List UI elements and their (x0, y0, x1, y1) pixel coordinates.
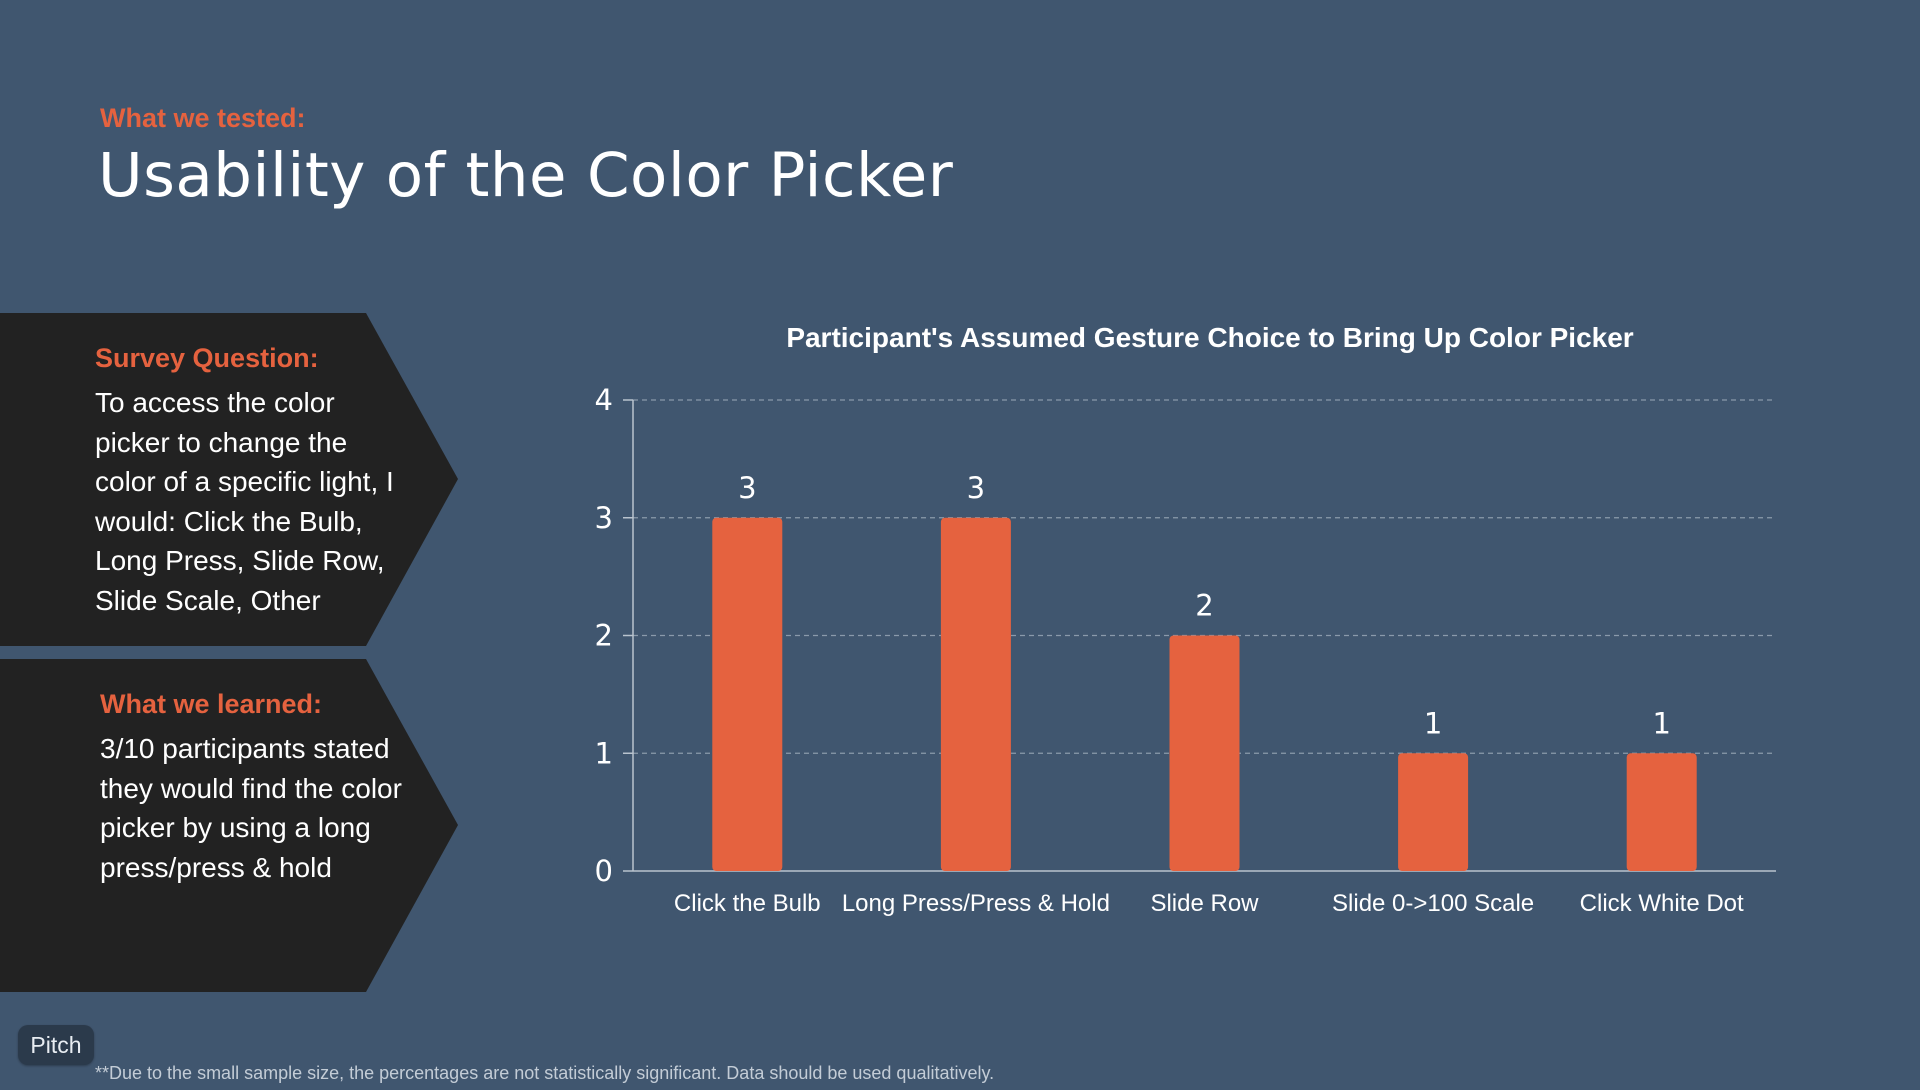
data-label: 3 (967, 471, 985, 505)
data-label: 1 (1652, 706, 1670, 740)
data-label: 1 (1424, 706, 1442, 740)
y-tick-label: 0 (595, 854, 613, 888)
survey-question-text: To access the color picker to change the… (95, 387, 394, 616)
bar (1398, 753, 1469, 871)
x-tick-label: Click the Bulb (674, 890, 821, 917)
x-tick-label: Slide 0->100 Scale (1332, 890, 1534, 917)
footnote: **Due to the small sample size, the perc… (95, 1063, 995, 1083)
x-tick-label: Slide Row (1150, 890, 1259, 917)
chart-title: Participant's Assumed Gesture Choice to … (786, 322, 1634, 353)
pitch-badge[interactable]: Pitch (18, 1025, 94, 1065)
x-tick-label: Long Press/Press & Hold (842, 890, 1110, 917)
bar (712, 517, 783, 871)
section-eyebrow: What we tested: (100, 103, 306, 133)
survey-question-panel: Survey Question: To access the color pic… (0, 313, 458, 646)
y-tick-label: 1 (595, 736, 613, 770)
survey-question-heading: Survey Question: (95, 343, 319, 373)
learned-panel: What we learned: 3/10 participants state… (0, 659, 458, 992)
data-label: 3 (738, 471, 756, 505)
page-title: Usability of the Color Picker (98, 140, 954, 211)
x-tick-label: Click White Dot (1580, 890, 1744, 917)
y-tick-label: 4 (595, 383, 613, 417)
learned-text: 3/10 participants stated they would find… (100, 733, 402, 883)
bar (1626, 753, 1697, 871)
learned-heading: What we learned: (100, 689, 323, 719)
data-label: 2 (1195, 589, 1213, 623)
y-tick-label: 2 (595, 619, 613, 653)
bar (940, 517, 1011, 871)
bar (1169, 635, 1240, 871)
y-tick-label: 3 (595, 501, 613, 535)
